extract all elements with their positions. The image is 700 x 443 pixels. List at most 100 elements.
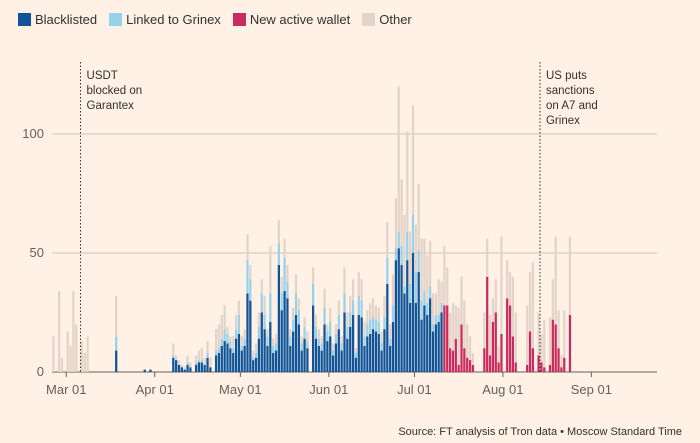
bar-segment xyxy=(457,364,460,372)
x-tick-label: Sep 01 xyxy=(571,382,612,397)
bar-segment xyxy=(560,355,563,368)
bar-segment xyxy=(69,345,72,372)
bar-segment xyxy=(363,322,366,337)
bar-segment xyxy=(377,322,380,334)
x-tick-label: Aug 01 xyxy=(482,382,523,397)
bar-segment xyxy=(383,295,386,318)
bar-segment xyxy=(203,364,206,372)
bar-segment xyxy=(417,272,420,372)
bar-segment xyxy=(389,345,392,372)
bar-segment xyxy=(526,364,529,372)
bar-segment xyxy=(454,305,457,339)
bar-segment xyxy=(466,357,469,372)
bar-segment xyxy=(443,245,446,306)
bar-segment xyxy=(454,338,457,372)
bar-segment xyxy=(286,264,289,282)
bar-segment xyxy=(183,369,186,372)
bar-segment xyxy=(391,274,395,306)
bar-segment xyxy=(460,276,463,325)
bar-segment xyxy=(240,350,243,372)
bar-segment xyxy=(411,214,415,253)
bar-segment xyxy=(243,345,246,372)
bar-segment xyxy=(209,367,212,372)
bar-segment xyxy=(260,312,263,372)
bar-segment xyxy=(297,298,300,311)
bar-segment xyxy=(343,267,346,294)
bar-segment xyxy=(175,355,178,361)
bar-segment xyxy=(386,257,389,284)
bar-segment xyxy=(397,86,400,232)
bar-segment xyxy=(391,322,395,372)
bar-segment xyxy=(197,360,201,363)
bar-segment xyxy=(434,293,437,315)
bar-segment xyxy=(403,214,406,287)
bar-segment xyxy=(537,355,540,372)
legend-swatch-new-active-wallet xyxy=(232,13,246,26)
bar-segment xyxy=(58,291,61,372)
x-tick-label: Mar 01 xyxy=(46,382,86,397)
source-note: Source: FT analysis of Tron data • Mosco… xyxy=(398,426,682,438)
bar-segment xyxy=(280,276,283,294)
bar-segment xyxy=(500,333,503,372)
bar-segment xyxy=(429,298,432,372)
bar-segment xyxy=(434,324,437,372)
bar-segment xyxy=(243,338,246,346)
bar-segment xyxy=(349,295,352,313)
bar-segment xyxy=(371,317,375,330)
bar-segment xyxy=(274,333,278,344)
bar-segment xyxy=(343,312,346,372)
x-tick-label: Jul 01 xyxy=(397,382,432,397)
bar-segment xyxy=(263,314,266,330)
bar-segment xyxy=(306,331,309,342)
bar-segment xyxy=(403,286,406,294)
bar-segment xyxy=(263,329,266,372)
bar-segment xyxy=(303,317,306,327)
bar-segment xyxy=(494,279,497,313)
bar-segment xyxy=(400,179,403,246)
bar-segment xyxy=(317,345,320,372)
bar-segment xyxy=(223,305,226,330)
bar-segment xyxy=(331,355,335,372)
bar-segment xyxy=(497,362,500,372)
bar-segment xyxy=(437,314,440,323)
bar-segment xyxy=(526,305,529,365)
legend-item-linked-grinex: Linked to Grinex xyxy=(109,12,221,27)
bar-segment xyxy=(180,364,183,368)
bar-segment xyxy=(420,319,423,372)
legend-label-other: Other xyxy=(379,12,412,27)
bar-segment xyxy=(414,272,417,303)
bar-segment xyxy=(234,314,238,330)
bar-segment xyxy=(440,302,443,313)
bar-segment xyxy=(186,362,189,365)
bar-segment xyxy=(326,341,329,372)
bar-segment xyxy=(394,198,397,249)
legend-item-blacklisted: Blacklisted xyxy=(18,12,97,27)
bar-segment xyxy=(289,336,292,346)
bar-segment xyxy=(471,352,475,365)
bar-segment xyxy=(300,343,303,351)
bar-segment xyxy=(214,355,218,372)
bar-segment xyxy=(457,307,460,365)
bar-segment xyxy=(232,336,235,349)
x-tick-label: May 01 xyxy=(219,382,262,397)
bar-segment xyxy=(232,348,235,353)
bar-segment xyxy=(411,105,415,215)
bar-segment xyxy=(380,350,383,372)
bar-segment xyxy=(354,357,358,372)
bar-segment xyxy=(177,364,181,372)
bar-segment xyxy=(514,312,517,363)
bar-segment xyxy=(411,253,415,372)
bar-segment xyxy=(360,279,363,301)
bar-segment xyxy=(560,367,563,372)
bar-segment xyxy=(294,314,298,372)
bar-segment xyxy=(440,281,443,303)
annotation-text: on A7 and xyxy=(546,100,598,112)
bar-segment xyxy=(380,343,383,351)
bar-segment xyxy=(400,245,403,265)
bar-segment xyxy=(366,324,369,337)
bar-segment xyxy=(329,307,332,323)
bar-segment xyxy=(232,352,235,372)
bar-segment xyxy=(357,272,360,296)
bar-segment xyxy=(394,260,397,372)
